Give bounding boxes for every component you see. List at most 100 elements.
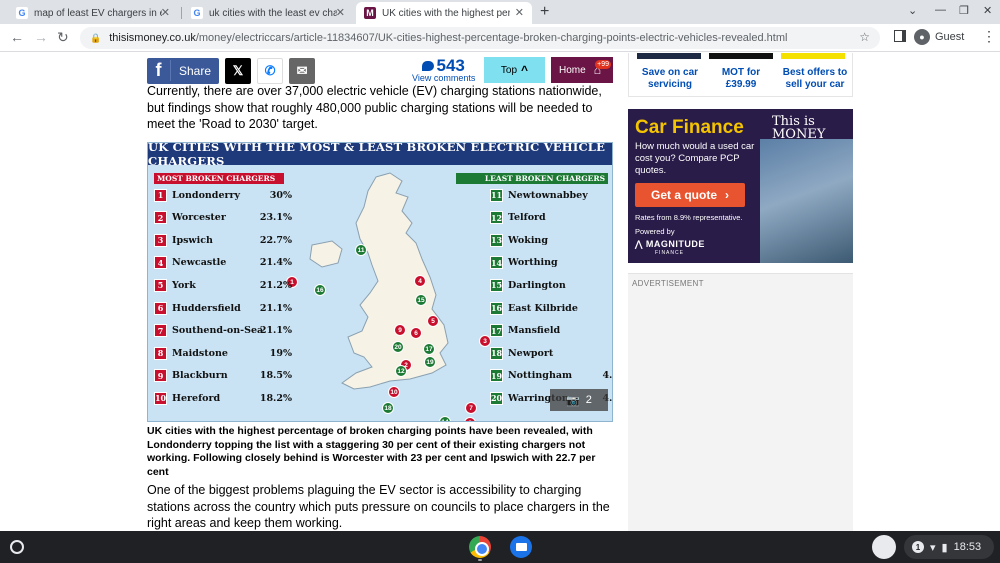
rank-number: 5 xyxy=(154,278,167,292)
city-name: Southend-on-Sea xyxy=(172,325,264,337)
tab-strip: G map of least EV chargers in eng ✕ G uk… xyxy=(0,0,1000,24)
wifi-icon: ▾ xyxy=(930,541,936,554)
new-tab-icon[interactable]: + xyxy=(540,3,550,20)
broken-percentage: 21.1% xyxy=(259,325,292,337)
clock: 18:53 xyxy=(953,541,982,553)
comments-counter[interactable]: 543 View comments xyxy=(412,56,475,83)
address-bar[interactable]: 🔒 thisismoney.co.uk/money/electriccars/a… xyxy=(80,27,880,49)
close-tab-icon[interactable]: ✕ xyxy=(160,7,170,19)
tab-search-icon[interactable]: ⌄ xyxy=(908,5,918,17)
close-window-icon[interactable]: ✕ xyxy=(983,5,993,17)
infographic[interactable]: UK CITIES WITH THE MOST & LEAST BROKEN E… xyxy=(147,142,613,422)
gallery-button[interactable]: 📷 2 xyxy=(550,389,608,411)
motoring-links: Save on car servicing MOT for £39.99 Bes… xyxy=(628,53,853,97)
house-icon: ⌂ xyxy=(593,63,601,77)
profile-label: Guest xyxy=(935,31,965,43)
back-icon[interactable]: ← xyxy=(10,29,24,45)
messenger-icon[interactable]: ✆ xyxy=(257,57,284,84)
rank-number: 8 xyxy=(154,346,167,360)
article-intro: Currently, there are over 37,000 electri… xyxy=(147,84,617,133)
rank-number: 13 xyxy=(490,233,503,247)
tab-article-active[interactable]: M UK cities with the highest percen ✕ xyxy=(356,2,532,24)
minimize-icon[interactable]: — xyxy=(935,4,946,16)
files-app-icon[interactable] xyxy=(510,536,532,558)
tab-google-search-1[interactable]: G map of least EV chargers in eng ✕ xyxy=(8,2,178,24)
most-broken-heading: MOST BROKEN CHARGERS xyxy=(154,173,284,184)
view-comments-label: View comments xyxy=(412,73,476,83)
rank-number: 15 xyxy=(490,278,503,292)
ranking-row: 15 Darlington 0% xyxy=(490,277,612,293)
rank-number: 7 xyxy=(154,324,167,338)
intro-line-2: but findings show that roughly 480,000 p… xyxy=(147,100,593,115)
facebook-share-button[interactable]: f Share xyxy=(147,57,220,84)
magnitude-logo: ⋀ MAGNITUDE FINANCE xyxy=(635,239,705,256)
notification-count: 1 xyxy=(912,541,924,553)
map-pin-19: 19 xyxy=(424,356,436,368)
map-pin-18: 18 xyxy=(382,402,394,414)
city-name: Hereford xyxy=(172,392,221,404)
map-pin-8: 8 xyxy=(464,417,476,421)
url-host: thisismoney.co.uk xyxy=(109,32,196,44)
map-pin-11: 11 xyxy=(355,244,367,256)
link-mot[interactable]: MOT for £39.99 xyxy=(707,67,775,91)
browser-menu-icon[interactable]: ⋮ xyxy=(982,28,996,44)
bookmark-star-icon[interactable]: ☆ xyxy=(859,30,870,44)
side-panel-icon[interactable] xyxy=(894,30,906,42)
map-pin-3: 3 xyxy=(479,335,491,347)
ad-rates: Rates from 8.9% representative. xyxy=(635,213,743,222)
home-label: Home xyxy=(559,64,586,76)
rank-number: 3 xyxy=(154,233,167,247)
get-a-quote-button[interactable]: Get a quote › xyxy=(635,183,745,207)
link-sell-your-car[interactable]: Best offers to sell your car xyxy=(777,67,853,91)
broken-percentage: 19% xyxy=(269,347,292,359)
rank-number: 11 xyxy=(490,188,503,202)
city-name: Woking xyxy=(508,234,548,246)
x-twitter-icon[interactable]: 𝕏 xyxy=(225,57,252,84)
magnitude-icon: ⋀ xyxy=(635,239,646,249)
tab-google-search-2[interactable]: G uk cities with the least ev charge ✕ xyxy=(183,2,353,24)
rank-number: 4 xyxy=(154,256,167,270)
back-to-top-button[interactable]: Top ^ xyxy=(484,57,545,83)
lock-icon: 🔒 xyxy=(90,32,102,43)
advertisement-slot: ADVERTISEMENT xyxy=(628,273,853,531)
city-name: Mansfield xyxy=(508,325,561,337)
link-save-on-car-servicing[interactable]: Save on car servicing xyxy=(635,67,705,91)
broken-percentage: 4.2% xyxy=(602,370,613,382)
launcher-icon[interactable] xyxy=(10,540,24,554)
city-name: Darlington xyxy=(508,279,566,291)
close-tab-icon[interactable]: ✕ xyxy=(335,7,345,19)
reload-icon[interactable]: ↻ xyxy=(57,29,69,45)
map-pin-20: 20 xyxy=(392,341,404,353)
url-path: /money/electriccars/article-11834607/UK-… xyxy=(195,32,788,44)
chrome-icon[interactable] xyxy=(469,536,491,558)
thisismoney-icon: M xyxy=(364,7,376,19)
logo-line: MONEY xyxy=(772,127,826,142)
car-finance-ad[interactable]: Car Finance This is MONEY How much would… xyxy=(628,109,853,263)
broken-percentage: 21.4% xyxy=(259,257,292,269)
map-pin-4: 4 xyxy=(414,275,426,287)
forward-icon[interactable]: → xyxy=(34,29,48,45)
status-tray[interactable]: 1 ▾ ▮ 18:53 xyxy=(904,535,994,559)
ranking-row: 10 Hereford 18.2% xyxy=(154,390,292,406)
map-pin-1: 1 xyxy=(286,276,298,288)
city-name: Newcastle xyxy=(172,257,227,269)
email-icon[interactable]: ✉ xyxy=(289,57,316,84)
ranking-row: 11 Newtownabbey 0% xyxy=(490,187,612,203)
tab-title: uk cities with the least ev charge xyxy=(209,7,337,19)
brand-sub: FINANCE xyxy=(655,250,684,256)
least-broken-heading: LEAST BROKEN CHARGERS xyxy=(456,173,608,184)
restore-icon[interactable]: ❐ xyxy=(959,5,969,17)
broken-percentage: 0% xyxy=(594,212,612,223)
account-avatar[interactable] xyxy=(872,535,896,559)
broken-percentage: 0% xyxy=(594,235,612,246)
comment-bubble-icon xyxy=(422,61,435,71)
broken-percentage: 0% xyxy=(594,190,612,201)
broken-percentage: 22.7% xyxy=(259,234,292,246)
os-shelf: 1 ▾ ▮ 18:53 xyxy=(0,531,1000,563)
brand-name: MAGNITUDE xyxy=(645,239,705,249)
quote-label: Get a quote xyxy=(650,188,717,202)
profile-button[interactable]: ● Guest xyxy=(914,29,964,45)
home-button[interactable]: Home ⌂ +99 xyxy=(551,57,613,83)
close-tab-icon[interactable]: ✕ xyxy=(514,7,524,19)
broken-percentage: 18.2% xyxy=(259,392,292,404)
